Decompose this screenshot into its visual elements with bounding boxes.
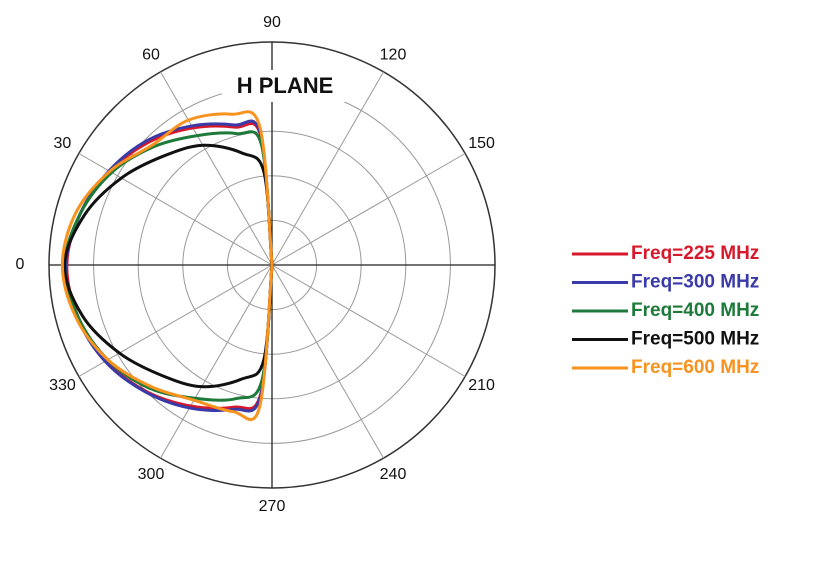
angle-label: 30 bbox=[54, 135, 72, 152]
legend-label: Freq=400 MHz bbox=[631, 300, 759, 321]
radial-grid-line bbox=[271, 71, 384, 266]
pattern-curve bbox=[64, 119, 274, 413]
legend: Freq=225 MHz Freq=300 MHz Freq=400 MHz Freq… bbox=[572, 243, 759, 378]
radial-grid-line bbox=[78, 264, 273, 377]
radial-grid-line bbox=[271, 264, 466, 377]
legend-label: Freq=500 MHz bbox=[631, 329, 759, 350]
curves bbox=[60, 110, 274, 422]
radial-grid-line bbox=[271, 153, 466, 266]
angle-label: 120 bbox=[380, 47, 407, 64]
title-background bbox=[222, 70, 347, 102]
angle-label: 300 bbox=[138, 466, 165, 483]
angle-label: 150 bbox=[468, 135, 495, 152]
chart-title: H PLANE bbox=[237, 73, 334, 98]
angle-label: 270 bbox=[259, 498, 286, 515]
angle-label: 0 bbox=[16, 256, 25, 273]
angle-label: 60 bbox=[142, 47, 160, 64]
angle-label: 240 bbox=[380, 466, 407, 483]
pattern-curve bbox=[63, 130, 274, 402]
legend-label: Freq=600 MHz bbox=[631, 357, 759, 378]
legend-label: Freq=225 MHz bbox=[631, 243, 759, 264]
pattern-curve bbox=[60, 110, 274, 422]
grid: 0 30 60 90 120 150 210 240 270 300 330 bbox=[16, 14, 496, 515]
pattern-curve bbox=[63, 143, 274, 389]
radial-grid-line bbox=[160, 71, 273, 266]
angle-label: 330 bbox=[49, 377, 76, 394]
radial-grid-line bbox=[271, 264, 384, 459]
angle-label: 210 bbox=[468, 377, 495, 394]
radial-grid-line bbox=[160, 264, 273, 459]
angle-label: 90 bbox=[263, 14, 281, 31]
legend-label: Freq=300 MHz bbox=[631, 272, 759, 293]
